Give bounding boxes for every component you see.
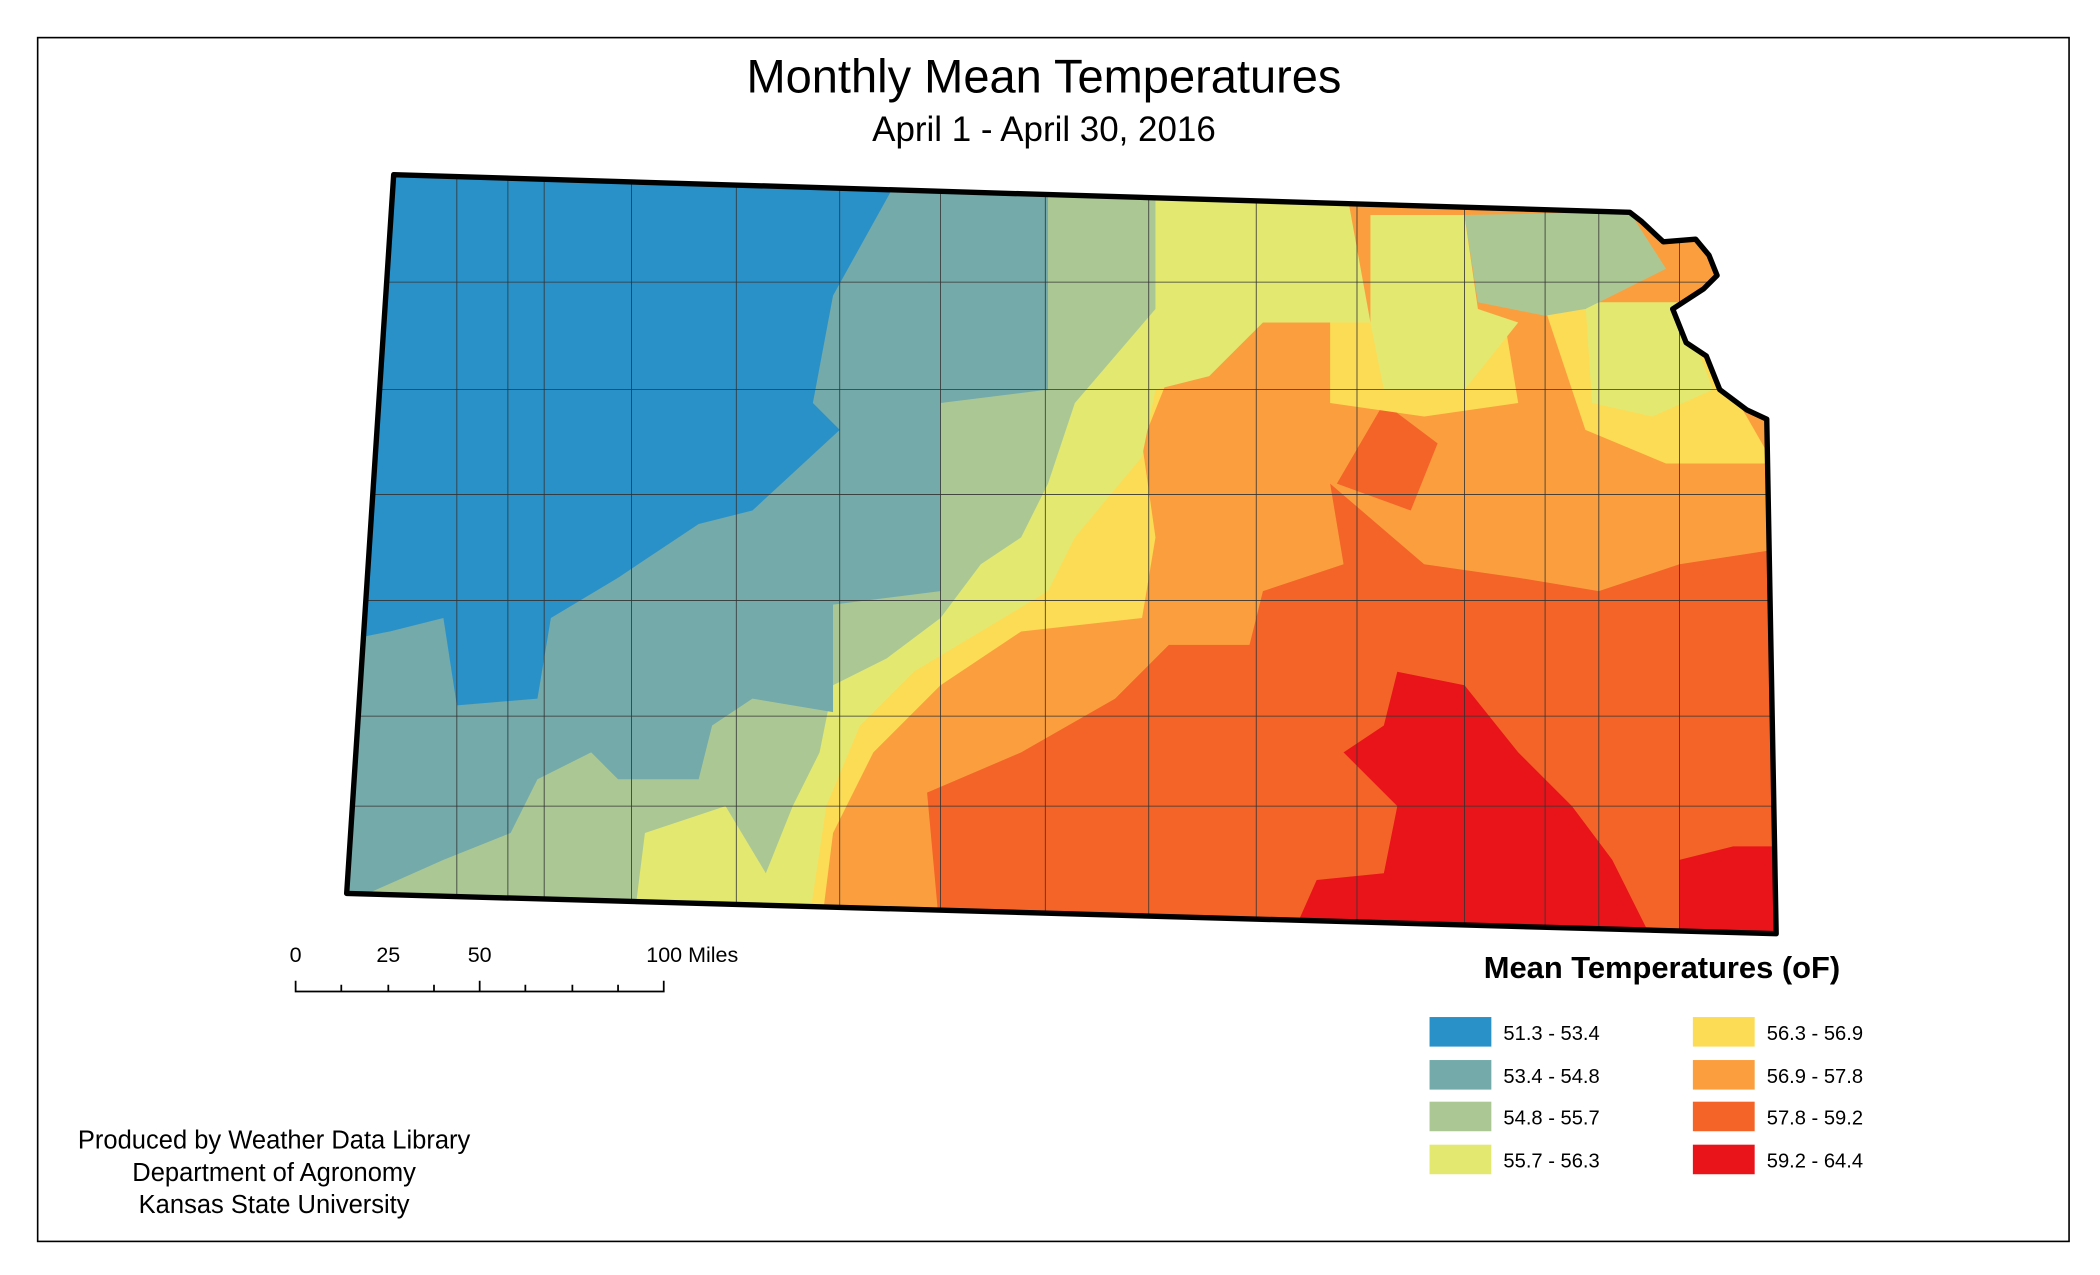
legend-label: 59.2 - 64.4 bbox=[1767, 1151, 1863, 1173]
zone-51.3-53.4 bbox=[346, 174, 901, 706]
zone-54.8-55.7 bbox=[1464, 212, 1667, 316]
legend-label: 56.3 - 56.9 bbox=[1767, 1023, 1863, 1045]
zone-55.7-56.3 bbox=[1370, 214, 1519, 390]
credit-line: Produced by Weather Data Library bbox=[78, 1127, 471, 1155]
legend-swatch bbox=[1692, 1144, 1755, 1175]
legend-item: 59.2 - 64.4 bbox=[1692, 1144, 1863, 1175]
legend: Mean Temperatures (oF) 51.3 - 53.4 53.4 -… bbox=[1429, 950, 1863, 1175]
legend-item: 56.9 - 57.8 bbox=[1692, 1060, 1863, 1090]
map-frame bbox=[36, 36, 2070, 1243]
legend-swatch bbox=[1429, 1060, 1492, 1090]
legend-label: 56.9 - 57.8 bbox=[1767, 1066, 1863, 1088]
legend-label: 54.8 - 55.7 bbox=[1503, 1108, 1599, 1130]
legend-label: 51.3 - 53.4 bbox=[1503, 1023, 1599, 1045]
legend-swatch bbox=[1429, 1017, 1492, 1047]
scale-label-100-miles: 100 Miles bbox=[646, 943, 738, 967]
scale-label-50: 50 bbox=[468, 943, 492, 967]
scale-label-0: 0 bbox=[290, 943, 302, 967]
legend-item: 51.3 - 53.4 bbox=[1429, 1017, 1600, 1047]
legend-item: 56.3 - 56.9 bbox=[1692, 1017, 1863, 1047]
zone-57.8-59.2 bbox=[1336, 403, 1438, 511]
legend-swatch bbox=[1692, 1060, 1755, 1090]
legend-item: 55.7 - 56.3 bbox=[1429, 1144, 1600, 1175]
legend-swatch bbox=[1429, 1101, 1492, 1132]
zone-59.2-64.4 bbox=[1679, 846, 1777, 934]
county-boundaries bbox=[346, 174, 1777, 934]
credit-line: Department of Agronomy bbox=[132, 1159, 416, 1187]
scale-bar-line bbox=[294, 980, 665, 993]
credit-line: Kansas State University bbox=[139, 1191, 410, 1219]
kansas-state-outline bbox=[343, 171, 1779, 937]
legend-item: 53.4 - 54.8 bbox=[1429, 1060, 1600, 1090]
legend-swatch bbox=[1429, 1144, 1492, 1175]
map-title: Monthly Mean Temperatures bbox=[746, 50, 1341, 103]
legend-item: 57.8 - 59.2 bbox=[1692, 1101, 1863, 1132]
legend-swatch bbox=[1692, 1017, 1755, 1047]
legend-label: 57.8 - 59.2 bbox=[1767, 1108, 1863, 1130]
legend-swatch bbox=[1692, 1101, 1755, 1132]
scale-bar: 0 25 50 100 Miles bbox=[290, 943, 738, 993]
legend-item: 54.8 - 55.7 bbox=[1429, 1101, 1600, 1132]
map-subtitle: April 1 - April 30, 2016 bbox=[872, 110, 1216, 149]
credits: Produced by Weather Data Library Departm… bbox=[78, 1127, 471, 1219]
scale-label-25: 25 bbox=[376, 943, 400, 967]
kansas-temperature-map bbox=[346, 174, 1777, 934]
legend-title: Mean Temperatures (oF) bbox=[1484, 950, 1840, 985]
legend-label: 53.4 - 54.8 bbox=[1503, 1066, 1599, 1088]
legend-label: 55.7 - 56.3 bbox=[1503, 1151, 1599, 1173]
